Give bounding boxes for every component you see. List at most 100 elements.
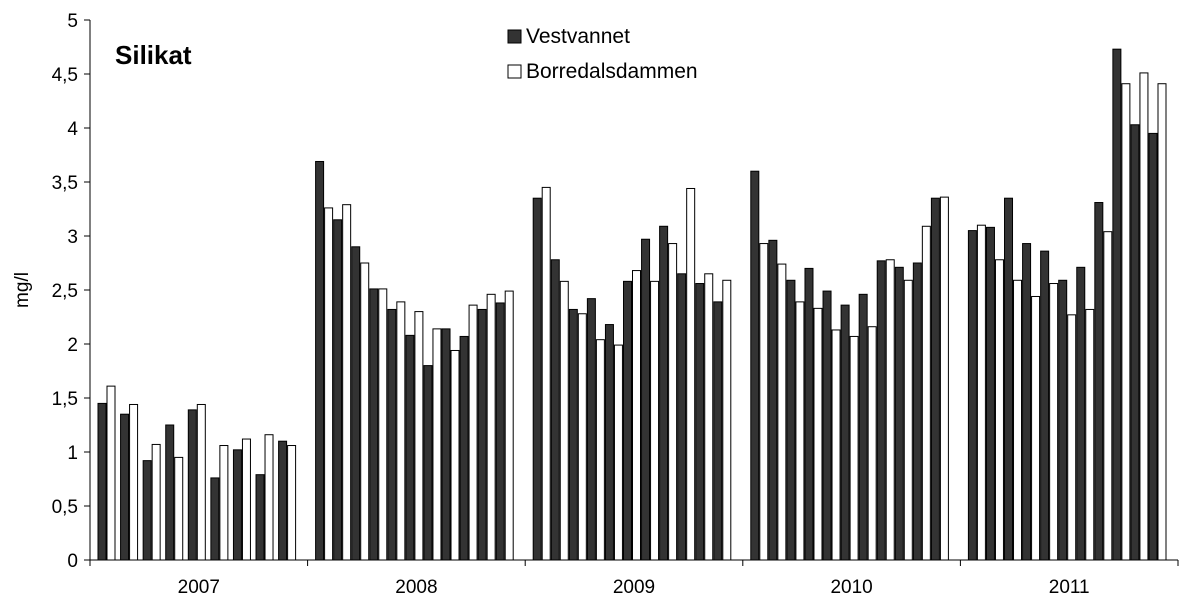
bar-borredalsdammen xyxy=(976,224,986,561)
bar-vestvannet xyxy=(641,238,651,561)
bar-borredalsdammen xyxy=(541,186,551,561)
bar-vestvannet xyxy=(315,160,325,561)
x-tick-label: 2009 xyxy=(613,577,655,598)
bar-vestvannet xyxy=(255,474,265,561)
bar-vestvannet xyxy=(1058,279,1068,561)
bar-vestvannet xyxy=(985,226,995,561)
y-tick-label: 1,5 xyxy=(52,389,78,410)
bar-vestvannet xyxy=(1040,250,1050,561)
bar-borredalsdammen xyxy=(813,307,823,561)
bar-vestvannet xyxy=(1004,197,1014,561)
bar-vestvannet xyxy=(912,262,922,561)
y-ticks: 0 0,5 1 1,5 2 2,5 3 3,5 4 4,5 5 xyxy=(52,11,90,572)
bar-borredalsdammen xyxy=(632,270,641,561)
bar-vestvannet xyxy=(351,246,361,561)
bar-borredalsdammen xyxy=(468,304,478,561)
bar-vestvannet xyxy=(677,273,687,561)
bar-borredalsdammen xyxy=(595,339,605,561)
bar-vestvannet xyxy=(1094,202,1104,561)
bar-borredalsdammen xyxy=(921,225,931,561)
bar-vestvannet xyxy=(604,324,614,561)
bar-vestvannet xyxy=(387,308,397,561)
bar-vestvannet xyxy=(768,239,778,561)
bar-vestvannet xyxy=(894,266,904,561)
bar-borredalsdammen xyxy=(151,443,161,561)
bar-borredalsdammen xyxy=(360,262,370,561)
bar-vestvannet xyxy=(97,402,107,561)
bar-borredalsdammen xyxy=(396,301,406,561)
bar-vestvannet xyxy=(858,293,868,561)
bar-vestvannet xyxy=(278,440,288,561)
bar-vestvannet xyxy=(477,308,487,561)
chart-title: Silikat xyxy=(115,40,192,70)
bar-vestvannet xyxy=(568,308,578,561)
x-tick-label: 2011 xyxy=(1049,577,1090,598)
bar-vestvannet xyxy=(423,365,433,561)
x-tick-label: 2008 xyxy=(395,577,437,598)
bar-borredalsdammen xyxy=(1103,231,1113,561)
y-tick-label: 4 xyxy=(67,119,78,140)
y-tick-label: 0,5 xyxy=(52,497,78,518)
bar-vestvannet xyxy=(695,283,705,561)
bar-vestvannet xyxy=(586,298,596,561)
bar-vestvannet xyxy=(550,259,560,561)
bar-vestvannet xyxy=(713,301,723,561)
bar-borredalsdammen xyxy=(903,279,913,561)
y-axis-label: mg/l xyxy=(12,272,33,308)
bar-borredalsdammen xyxy=(196,403,206,561)
x-tick-label: 2007 xyxy=(178,577,220,598)
bar-borredalsdammen xyxy=(1139,72,1149,561)
bar-vestvannet xyxy=(187,409,197,561)
bar-borredalsdammen xyxy=(106,385,116,561)
bar-vestvannet xyxy=(120,413,130,561)
bar-vestvannet xyxy=(333,219,343,561)
bar-borredalsdammen xyxy=(686,187,696,561)
bar-vestvannet xyxy=(1112,48,1122,561)
bar-vestvannet xyxy=(232,449,242,561)
bar-vestvannet xyxy=(840,304,850,561)
bar-borredalsdammen xyxy=(432,328,442,561)
bar-vestvannet xyxy=(165,424,175,561)
bar-borredalsdammen xyxy=(885,259,895,561)
bar-vestvannet xyxy=(804,267,814,561)
bar-borredalsdammen xyxy=(504,290,514,561)
bar-borredalsdammen xyxy=(1157,83,1167,561)
bar-borredalsdammen xyxy=(1121,83,1131,561)
bar-vestvannet xyxy=(495,302,505,561)
bar-vestvannet xyxy=(1130,124,1140,561)
bar-borredalsdammen xyxy=(759,243,769,561)
bar-borredalsdammen xyxy=(613,344,623,561)
legend-label-borredalsdammen: Borredalsdammen xyxy=(526,60,698,83)
bar-vestvannet xyxy=(786,279,796,561)
y-tick-label: 5 xyxy=(67,11,78,32)
bar-borredalsdammen xyxy=(668,243,678,561)
y-tick-label: 1 xyxy=(67,443,78,464)
bar-borredalsdammen xyxy=(831,329,841,561)
bar-borredalsdammen xyxy=(559,280,569,561)
legend-label-vestvannet: Vestvannet xyxy=(526,25,630,48)
bar-borredalsdammen xyxy=(129,403,139,561)
bar-borredalsdammen xyxy=(849,335,859,561)
y-tick-label: 0 xyxy=(67,551,78,572)
legend-swatch-borredalsdammen xyxy=(507,64,522,79)
bar-borredalsdammen xyxy=(650,280,660,561)
bar-vestvannet xyxy=(1148,132,1158,561)
bar-vestvannet xyxy=(659,225,669,561)
bar-vestvannet xyxy=(750,170,760,561)
bar-vestvannet xyxy=(210,477,220,561)
bars xyxy=(97,48,1167,561)
bar-borredalsdammen xyxy=(264,434,274,561)
bar-vestvannet xyxy=(967,230,977,561)
bar-borredalsdammen xyxy=(777,263,787,561)
bar-vestvannet xyxy=(1076,266,1086,561)
bar-borredalsdammen xyxy=(1049,283,1059,561)
bar-borredalsdammen xyxy=(1085,308,1095,561)
bar-vestvannet xyxy=(459,335,469,561)
bar-borredalsdammen xyxy=(1013,279,1023,561)
bar-borredalsdammen xyxy=(939,196,949,561)
bar-borredalsdammen xyxy=(1067,314,1077,561)
bar-vestvannet xyxy=(405,334,415,561)
x-tick-labels: 2007 2008 2009 2010 2011 xyxy=(178,577,1090,598)
y-tick-label: 4,5 xyxy=(52,65,78,86)
